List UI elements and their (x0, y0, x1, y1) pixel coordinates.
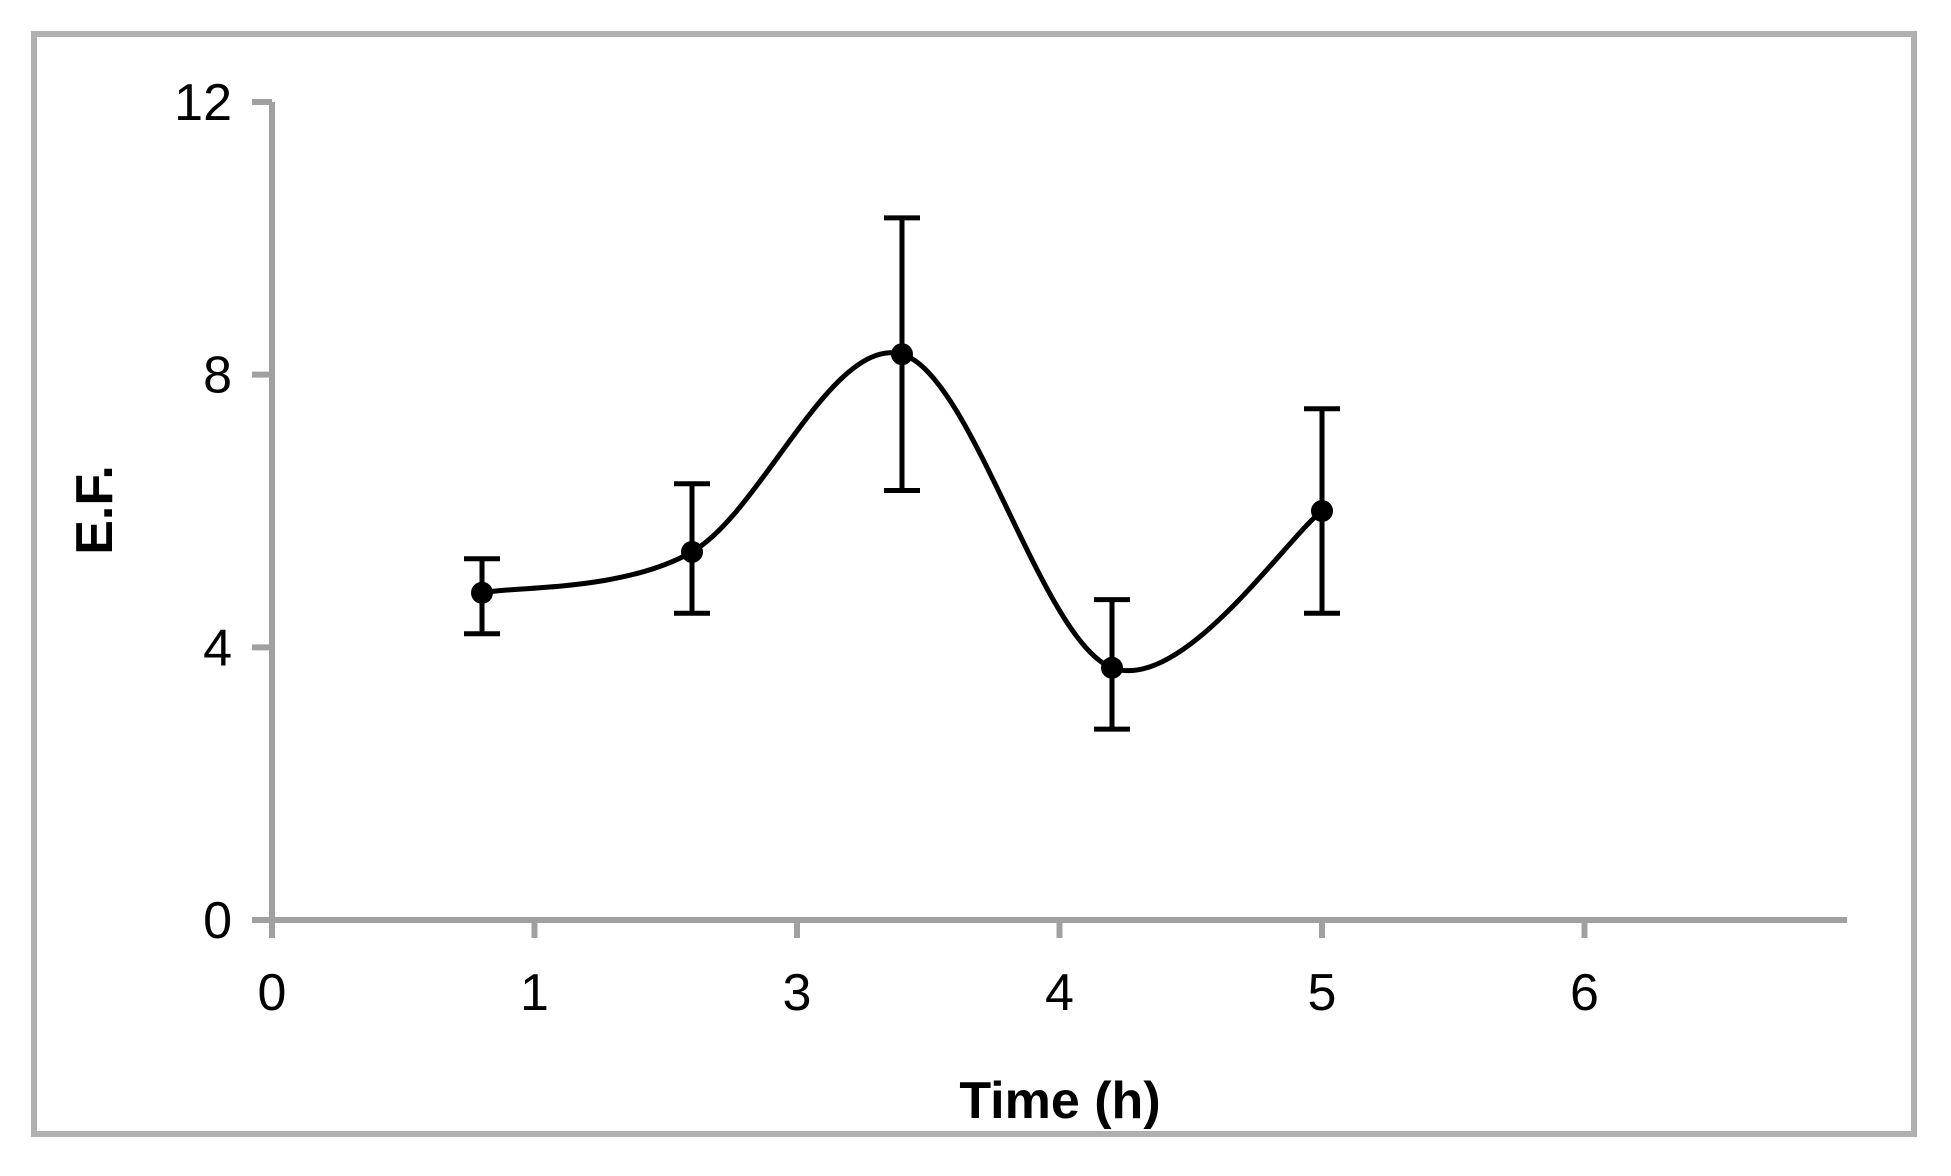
data-point (1101, 656, 1123, 679)
data-point (471, 581, 493, 604)
data-point (891, 343, 913, 366)
x-tick-label: 6 (1570, 964, 1599, 1022)
y-tick-label: 0 (203, 892, 232, 950)
data-point (1311, 500, 1333, 522)
data-point (681, 540, 703, 563)
y-tick-label: 4 (203, 619, 232, 677)
series-layer (464, 215, 1340, 732)
series-line (481, 350, 1324, 673)
axes: 0 4 8 12 0 1 3 4 5 6 (174, 74, 1847, 1022)
chart-frame (31, 31, 1917, 1137)
x-tick-label: 4 (1045, 964, 1074, 1022)
x-tick-label: 3 (783, 964, 812, 1022)
y-tick-label: 8 (203, 347, 232, 405)
x-tick-label: 1 (520, 964, 549, 1022)
x-axis-title: Time (h) (959, 1072, 1160, 1130)
x-tick-label: 0 (258, 964, 287, 1022)
x-tick-label: 5 (1308, 964, 1337, 1022)
y-axis-title: E.F. (66, 465, 124, 555)
y-tick-label: 12 (174, 74, 232, 132)
